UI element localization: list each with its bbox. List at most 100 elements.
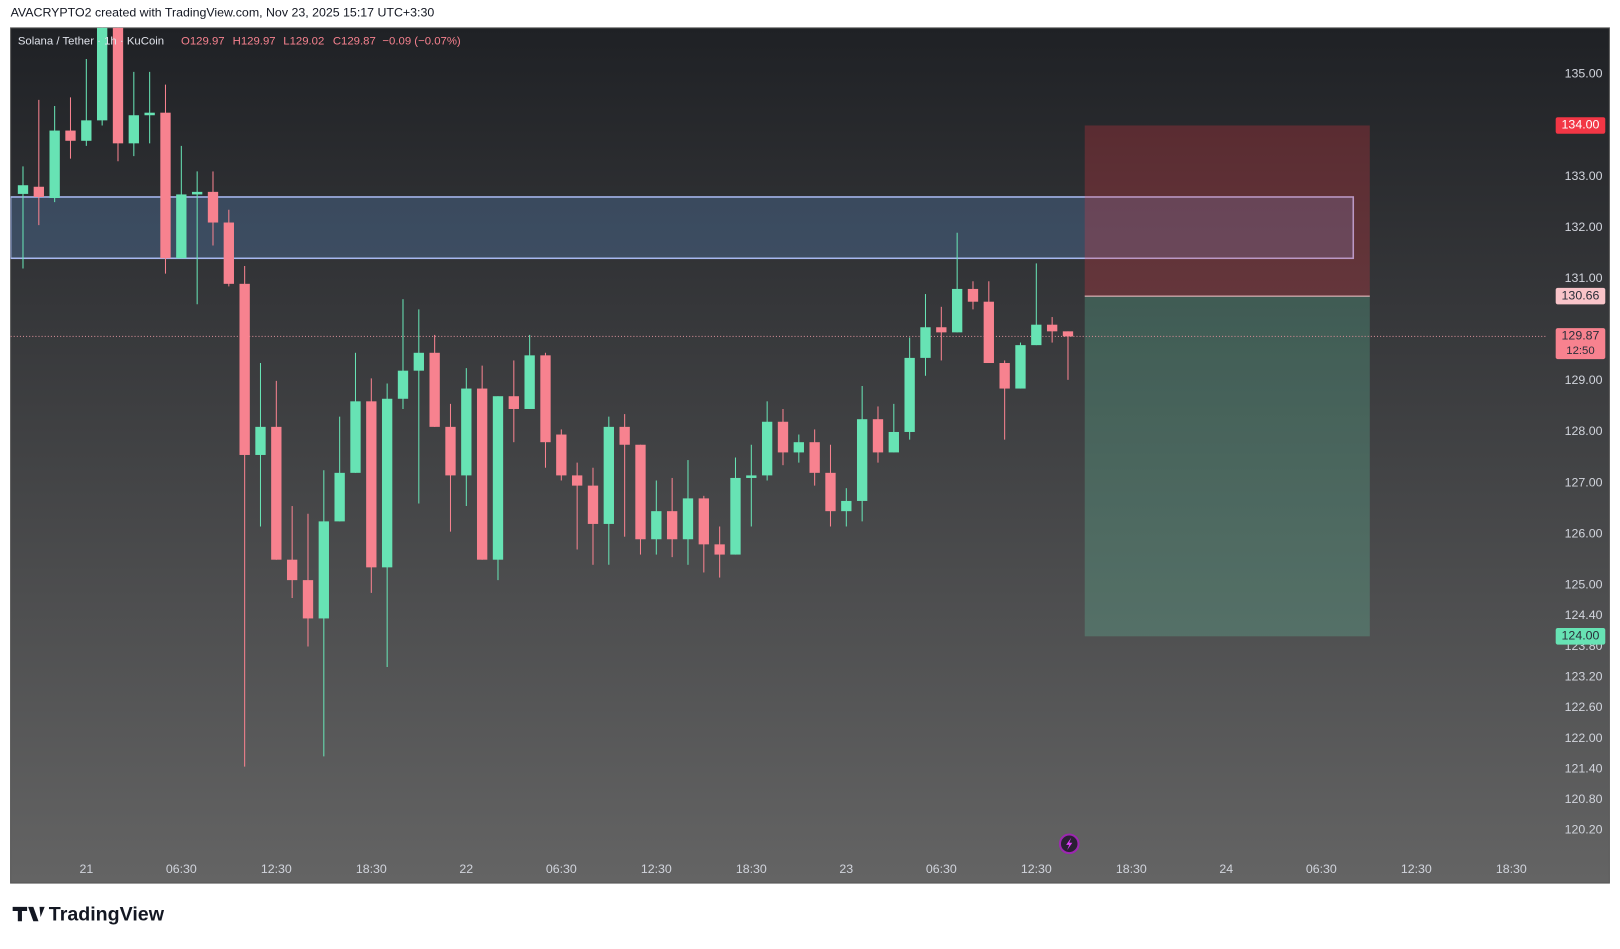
y-tick-label: 125.00 — [1565, 577, 1603, 591]
candle-body — [381, 398, 393, 568]
y-tick-label: 122.60 — [1565, 700, 1603, 714]
candle-body — [445, 426, 456, 476]
candle-body — [1015, 345, 1026, 389]
candle-body — [999, 363, 1010, 389]
x-tick-label: 06:30 — [1306, 862, 1337, 876]
candle-body — [286, 559, 298, 581]
price-level-label: 130.66 — [1562, 288, 1600, 302]
x-tick-label: 12:30 — [1021, 862, 1052, 876]
price-level-label: 134.00 — [1562, 118, 1600, 132]
candle-body — [318, 521, 329, 619]
x-tick-label: 22 — [459, 862, 473, 876]
candle-body — [666, 511, 678, 540]
candle-body — [856, 419, 868, 501]
brand-logo: TradingView — [12, 903, 165, 925]
lightning-icon — [1058, 833, 1080, 855]
candle-body — [556, 434, 567, 476]
candle-body — [809, 442, 820, 473]
x-tick-label: 24 — [1219, 862, 1233, 876]
candle-body — [730, 477, 741, 555]
candle-body — [587, 485, 599, 524]
candle-body — [524, 355, 535, 409]
candle-body — [603, 426, 614, 524]
price-level-box — [1555, 117, 1606, 134]
ohlc-label: C129.87 — [333, 35, 376, 47]
candle-body — [96, 27, 108, 121]
y-tick-label: 121.40 — [1565, 761, 1603, 775]
candle-body — [239, 283, 250, 455]
candle-body — [1062, 331, 1074, 337]
candle-body — [160, 112, 171, 259]
candle-body — [112, 27, 124, 144]
candle-body — [571, 475, 583, 486]
y-tick-label: 127.00 — [1565, 475, 1603, 489]
x-tick-label: 18:30 — [356, 862, 387, 876]
candle-body — [635, 444, 646, 540]
y-tick-label: 128.00 — [1565, 424, 1603, 438]
candle-body — [936, 327, 947, 333]
x-tick-label: 12:30 — [1401, 862, 1432, 876]
x-tick-label: 06:30 — [546, 862, 577, 876]
candle-body — [888, 431, 899, 453]
candle-body — [366, 401, 377, 568]
y-tick-label: 135.00 — [1565, 67, 1603, 81]
countdown: 12:50 — [1566, 345, 1594, 357]
candle-body — [191, 191, 203, 195]
candle-body — [17, 185, 29, 194]
candle-body — [761, 421, 773, 476]
y-tick-label: 129.00 — [1565, 373, 1603, 387]
candle-body — [825, 472, 836, 512]
candle-body — [872, 419, 884, 453]
x-tick-label: 18:30 — [1116, 862, 1147, 876]
x-tick-label: 12:30 — [641, 862, 672, 876]
y-tick-label: 131.00 — [1565, 271, 1603, 285]
candle-body — [128, 115, 139, 144]
candle-body — [223, 222, 234, 284]
candle-body — [904, 357, 915, 432]
candle-body — [461, 388, 472, 476]
candle-body — [334, 472, 345, 522]
brand: TradingView — [49, 903, 165, 925]
price-level-box — [1555, 328, 1606, 360]
y-tick-label: 120.80 — [1565, 792, 1603, 806]
x-tick-label: 06:30 — [166, 862, 197, 876]
x-tick-label: 18:30 — [736, 862, 767, 876]
x-tick-label: 06:30 — [926, 862, 957, 876]
candle-body — [619, 426, 630, 445]
candle-body — [714, 544, 725, 555]
candle-body — [983, 301, 994, 364]
ohlc-label: O129.97 — [181, 35, 225, 47]
ohlc-label: L129.02 — [283, 35, 324, 47]
price-level-label: 129.87 — [1562, 329, 1600, 343]
x-tick-label: 21 — [79, 862, 93, 876]
candle-body — [302, 580, 314, 619]
candle-body — [255, 426, 266, 455]
candle-body — [271, 426, 282, 560]
price-level-box — [1555, 628, 1606, 645]
attribution: AVACRYPTO2 created with TradingView.com,… — [11, 6, 435, 20]
candle-body — [1031, 324, 1042, 346]
symbol-title: Solana / Tether · 1h · KuCoin — [18, 35, 164, 47]
candle-body — [49, 130, 60, 199]
candle-body — [33, 186, 44, 197]
candle-body — [397, 370, 409, 399]
x-tick-label: 23 — [839, 862, 853, 876]
x-tick-label: 18:30 — [1496, 862, 1527, 876]
candle-body — [508, 396, 519, 409]
y-tick-label: 124.40 — [1565, 608, 1603, 622]
price-level-box — [1555, 287, 1606, 305]
candle-body — [920, 327, 931, 358]
y-tick-label: 132.00 — [1565, 220, 1603, 234]
x-tick-label: 12:30 — [261, 862, 292, 876]
candle-body — [65, 130, 76, 141]
zone — [10, 196, 1355, 260]
y-tick-label: 123.20 — [1565, 669, 1603, 683]
candle-body — [350, 401, 361, 473]
candle-body — [698, 498, 709, 545]
stop-area — [1084, 125, 1370, 297]
candle-body — [540, 355, 551, 443]
candle-body — [651, 511, 662, 540]
candle-body — [492, 396, 504, 560]
